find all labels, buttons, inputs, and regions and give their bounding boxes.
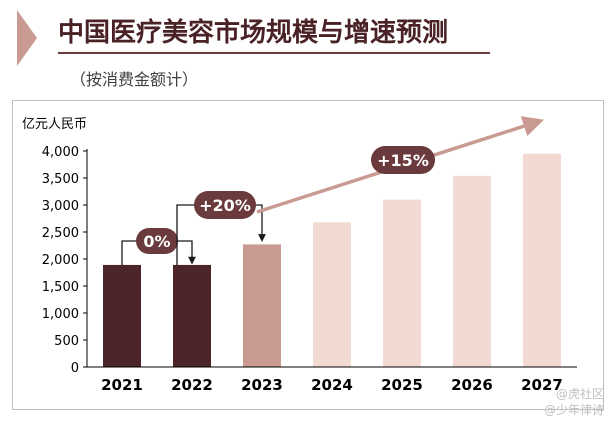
growth-15pct-pill <box>371 146 435 174</box>
growth-20pct-label: +20% <box>199 196 251 215</box>
growth-15pct-label: +15% <box>377 151 429 170</box>
bar-2027 <box>523 153 561 367</box>
bar-2022 <box>173 264 211 367</box>
bars <box>103 153 561 367</box>
y-tick-label: 3,000 <box>42 199 79 214</box>
y-tick-label: 2,500 <box>42 226 79 241</box>
title-underline <box>58 52 490 54</box>
x-tick-label: 2026 <box>451 376 493 394</box>
title-marker <box>17 10 37 66</box>
y-tick-label: 2,000 <box>42 253 79 268</box>
y-tick-label: 0 <box>71 361 79 376</box>
growth-20pct-pill <box>194 191 256 219</box>
y-tick-label: 3,500 <box>42 172 79 187</box>
bar-2024 <box>313 222 351 367</box>
y-tick-label: 500 <box>54 334 79 349</box>
y-axis: 0 500 1,000 1,500 2,000 2,500 3,000 3,500 4,000 <box>42 145 88 376</box>
y-tick-label: 1,500 <box>42 280 79 295</box>
watermark: @虎社区 @少年律诗 <box>544 386 604 418</box>
growth-0pct-label: 0% <box>143 232 170 251</box>
bar-2021 <box>103 264 141 367</box>
growth-0pct-pill <box>136 228 178 254</box>
x-tick-label: 2022 <box>171 376 213 394</box>
x-tick-label: 2023 <box>241 376 283 394</box>
page-title: 中国医疗美容市场规模与增速预测 <box>58 18 449 48</box>
bar-2025 <box>383 199 421 367</box>
y-axis-label: 亿元人民币 <box>22 117 87 132</box>
x-tick-label: 2025 <box>381 376 423 394</box>
x-tick-label: 2024 <box>311 376 353 394</box>
watermark-line-2: @少年律诗 <box>543 403 604 417</box>
x-axis: 2021 2022 2023 2024 2025 2026 2027 <box>87 366 577 394</box>
y-tick-label: 1,000 <box>42 307 79 322</box>
growth-annotations: 0% +20% +15% <box>121 116 544 265</box>
chart-frame <box>12 100 604 410</box>
watermark-line-1: @虎社区 <box>555 387 604 401</box>
x-tick-label: 2027 <box>521 376 563 394</box>
page-subtitle: （按消费金额计） <box>70 70 199 89</box>
y-tick-label: 4,000 <box>42 145 79 160</box>
x-tick-label: 2021 <box>101 376 143 394</box>
bar-2026 <box>453 175 491 367</box>
bar-2023 <box>243 244 281 367</box>
